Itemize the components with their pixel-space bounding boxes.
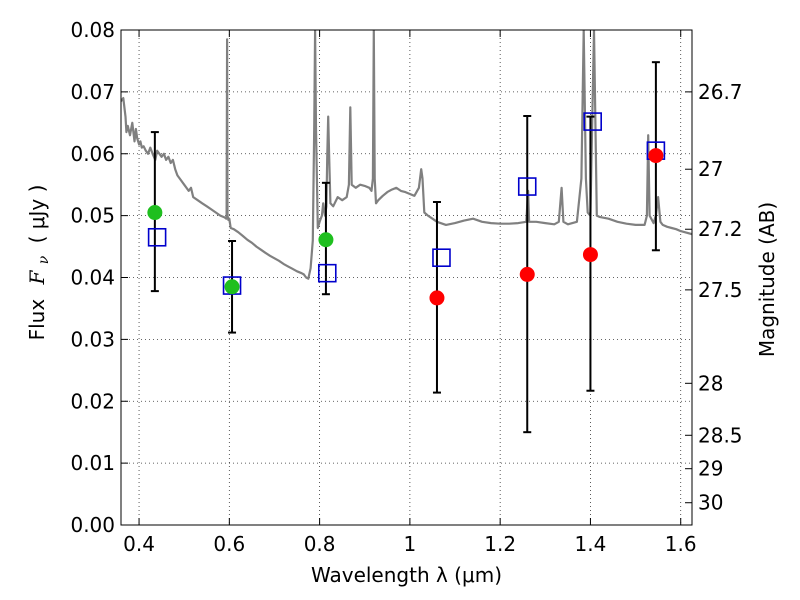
y-axis-label-unit: ( μJy ): [25, 185, 49, 244]
y2-tick-label: 28.5: [698, 423, 743, 447]
spectrum-layer: [121, 30, 692, 280]
model-photometry-square: [583, 112, 602, 131]
y2-tick-label: 30: [698, 491, 723, 515]
y-tick-label: 0.00: [70, 513, 115, 537]
y-tick-label: 0.07: [70, 80, 115, 104]
y2-tick-label: 28: [698, 371, 723, 395]
y2-axis-label: Magnitude (AB): [755, 202, 779, 357]
y-tick-label: 0.03: [70, 327, 115, 351]
y-tick-label: 0.01: [70, 451, 115, 475]
x-tick-label: 0.6: [213, 532, 245, 556]
red-photometry-point: [519, 266, 535, 282]
model-photometry-square: [317, 263, 337, 283]
grid: [121, 30, 692, 525]
x-tick-label: 0.8: [304, 532, 336, 556]
green-photometry-point: [318, 232, 334, 248]
green-photometry-point: [147, 205, 163, 221]
y2-tick-label: 27.2: [698, 217, 743, 241]
y-tick-label: 0.05: [70, 204, 115, 228]
y-axis-label-math: F: [25, 269, 49, 285]
y-tick-label: 0.02: [70, 389, 115, 413]
x-tick-label: 1.4: [575, 532, 607, 556]
x-tick-label: 1.2: [484, 532, 516, 556]
x-axis-label: Wavelength λ (μm): [311, 563, 502, 587]
y-tick-label: 0.04: [70, 266, 115, 290]
y2-tick-label: 27: [698, 157, 723, 181]
y2-tick-label: 27.5: [698, 278, 743, 302]
x-tick-label: 0.4: [123, 532, 155, 556]
y-tick-label: 0.08: [70, 18, 115, 42]
model-photometry-square: [517, 177, 537, 196]
model-photometry-square: [147, 227, 167, 247]
green-photometry-point: [224, 279, 240, 295]
y-tick-label: 0.06: [70, 142, 115, 166]
model-photometry-square: [432, 248, 451, 267]
plot-frame: [120, 29, 693, 526]
x-tick-label: 1: [404, 532, 417, 556]
y2-tick-label: 26.7: [698, 80, 743, 104]
model-spectrum-line: [121, 30, 692, 280]
tick-layer: 0.4 0.6 0.8 1 1.2 1.4 1.6 0.00 0.01 0.02 0.03 0.04 0…: [70, 18, 742, 556]
red-photometry-point: [648, 148, 664, 164]
marker-layer: [147, 112, 666, 306]
red-photometry-point: [582, 247, 598, 263]
y2-tick-label: 29: [698, 457, 723, 481]
x-tick-label: 1.6: [665, 532, 697, 556]
y-axis-label: Flux F ν ( μJy ): [25, 185, 53, 341]
y-axis-label-subscript: ν: [36, 255, 52, 264]
red-photometry-point: [429, 290, 445, 306]
y-axis-label-prefix: Flux: [25, 299, 49, 341]
